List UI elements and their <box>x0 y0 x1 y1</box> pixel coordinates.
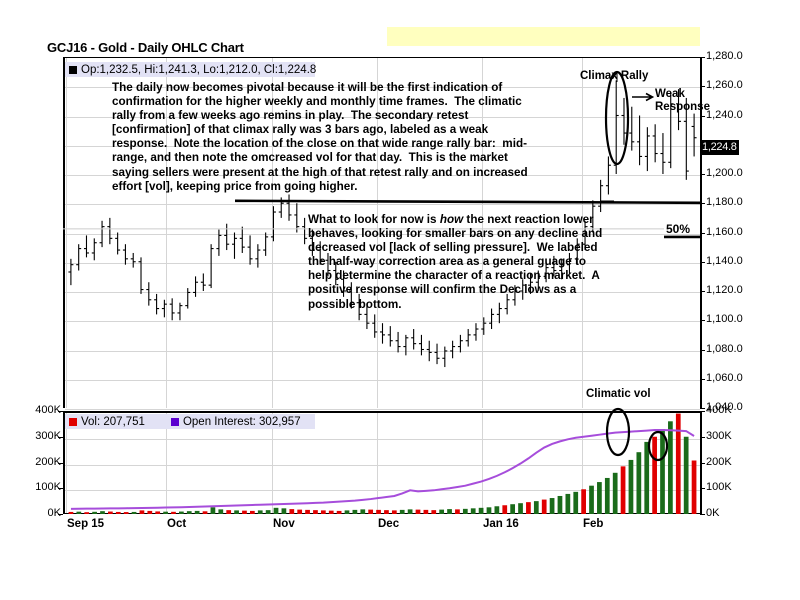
price-axis-tick <box>700 203 705 205</box>
price-axis-label: 1,080.0 <box>706 342 743 355</box>
price-gridline <box>65 262 700 264</box>
callout-climatic-vol: Climatic vol <box>586 388 651 400</box>
price-axis-label: 1,040.0 <box>706 401 743 413</box>
price-axis-label: 1,200.0 <box>706 167 743 179</box>
price-axis-label: 1,240.0 <box>706 108 743 121</box>
price-axis-tick <box>700 57 705 58</box>
price-gridline <box>65 409 700 410</box>
callout-fifty-percent: 50% <box>666 222 691 236</box>
date-gridline <box>66 58 67 408</box>
price-axis-label: 1,160.0 <box>706 225 743 238</box>
date-gridline <box>166 58 167 408</box>
volume-axis-tick-right <box>700 462 705 464</box>
note-2-part-1: What to look for now is <box>308 213 440 226</box>
volume-axis-tick-right <box>700 488 705 490</box>
price-axis-tick <box>700 408 705 409</box>
open-interest-axis-label-right: 0K <box>706 507 720 519</box>
price-gridline <box>65 175 700 176</box>
date-gridline <box>377 58 378 408</box>
volume-axis-tick-right <box>700 514 705 515</box>
volume-axis-label-left: 300K <box>35 429 61 442</box>
price-axis-tick <box>700 144 705 146</box>
open-interest-swatch-icon <box>170 417 179 426</box>
price-gridline <box>65 292 700 293</box>
price-gridline <box>65 204 700 206</box>
callout-weak-response: Weak Response <box>655 88 710 113</box>
date-axis-label: Nov <box>273 518 295 530</box>
price-gridline <box>65 145 700 147</box>
price-axis-label: 1,060.0 <box>706 371 743 384</box>
price-axis-tick <box>700 291 705 292</box>
volume-gridline <box>65 438 700 440</box>
date-axis-label: Sep 15 <box>67 518 105 530</box>
annotation-note-primary: The daily now becomes pivotal because it… <box>112 81 531 193</box>
price-gridline <box>65 233 700 235</box>
open-interest-axis-label-right: 400K <box>706 404 732 416</box>
volume-axis-tick-left <box>58 462 63 464</box>
volume-axis-label-left: 200K <box>35 455 61 468</box>
open-interest-axis-label-right: 200K <box>706 455 732 468</box>
price-gridline <box>65 350 700 352</box>
price-axis-label: 1,280.0 <box>706 50 743 62</box>
date-axis-label: Dec <box>378 518 400 530</box>
price-axis-label: 1,140.0 <box>706 254 743 267</box>
date-gridline <box>482 58 483 408</box>
date-gridline <box>482 413 483 513</box>
date-axis-label: Oct <box>167 518 187 530</box>
note-2-part-2: the next reaction lower behaves, looking… <box>308 213 606 311</box>
date-gridline <box>582 413 583 513</box>
date-axis-label: Feb <box>583 518 604 530</box>
date-axis-label: Jan 16 <box>483 518 519 530</box>
volume-axis-tick-left <box>58 436 63 438</box>
open-interest-axis-label-right: 300K <box>706 429 732 442</box>
volume-axis-label-left: 400K <box>35 404 61 416</box>
date-gridline <box>377 413 378 513</box>
volume-axis-label-left: 0K <box>47 507 61 519</box>
volume-gridline <box>65 464 700 466</box>
volume-series-swatch-icon <box>69 417 77 426</box>
volume-gridline <box>65 490 700 492</box>
price-axis-label: 1,100.0 <box>706 313 743 326</box>
page-title: GCJ16 - Gold - Daily OHLC Chart <box>47 40 244 55</box>
price-axis-label: 1,120.0 <box>706 284 743 296</box>
price-axis-tick <box>700 378 705 380</box>
volume-axis-tick-left <box>58 411 63 412</box>
price-series-swatch-icon <box>69 65 77 74</box>
price-axis-tick <box>700 320 705 322</box>
tooltip-banner <box>387 27 700 46</box>
volume-axis-tick-left <box>58 488 63 490</box>
note-2-emphasis: how <box>439 213 464 226</box>
volume-legend: Vol: 207,751 Open Interest: 302,957 <box>65 414 315 429</box>
price-axis-label: 1,180.0 <box>706 196 743 209</box>
price-axis-tick <box>700 86 705 88</box>
date-gridline <box>272 58 273 408</box>
volume-axis-label-left: 100K <box>35 481 61 494</box>
price-panel[interactable] <box>63 57 700 410</box>
price-gridline <box>65 87 700 89</box>
open-interest-value-label: Open Interest: 302,957 <box>182 415 301 428</box>
price-gridline <box>65 379 700 381</box>
price-axis-tick <box>700 261 705 263</box>
price-axis-tick <box>700 174 705 175</box>
date-gridline <box>582 58 583 408</box>
open-interest-axis-label-right: 100K <box>706 481 732 494</box>
price-gridline <box>65 116 700 118</box>
price-axis-label: 1,260.0 <box>706 79 743 92</box>
price-legend: Op:1,232.5, Hi:1,241.3, Lo:1,212.0, Cl:1… <box>65 62 317 77</box>
volume-axis-tick-left <box>58 514 63 515</box>
volume-value-label: Vol: 207,751 <box>81 415 145 428</box>
price-axis-tick <box>700 349 705 351</box>
callout-climax-rally: Climax Rally <box>580 70 649 82</box>
date-gridline <box>66 413 67 513</box>
price-axis-tick <box>700 115 705 117</box>
last-price-marker: 1,224.8 <box>701 140 739 155</box>
annotation-note-secondary: What to look for now is how the next rea… <box>308 213 608 312</box>
price-quote-label: Op:1,232.5, Hi:1,241.3, Lo:1,212.0, Cl:1… <box>81 63 317 76</box>
volume-axis-tick-right <box>700 436 705 438</box>
price-axis-tick <box>700 232 705 234</box>
price-gridline <box>65 321 700 323</box>
volume-axis-tick-right <box>700 411 705 412</box>
